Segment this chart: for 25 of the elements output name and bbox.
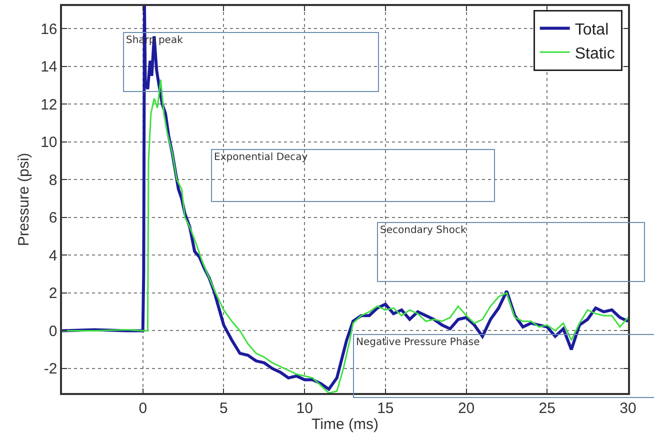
y-tick-label: 8 [48,172,58,189]
x-tick-label: 15 [377,400,394,417]
annotation: Negative Pressure Phase [356,337,480,348]
x-tick-label: 25 [538,400,556,417]
y-tick-label: 10 [40,134,58,152]
x-tick-label: 20 [458,400,475,417]
y-tick-label: 14 [40,58,58,76]
x-axis-title: Time (ms) [312,416,378,433]
legend-label: Total [574,22,609,39]
x-tick-label: 30 [620,400,636,417]
annotation: Exponential Decay [214,152,308,163]
y-tick-label: 12 [40,96,58,114]
y-tick-label: 6 [48,210,58,227]
x-tick-label: 5 [220,400,228,417]
y-tick-label: 16 [40,20,58,38]
annotation: Secondary Shock [380,225,466,236]
x-tick-label: 10 [296,400,313,417]
y-tick-label: -2 [44,360,58,378]
y-axis-title: Pressure (psi) [15,152,32,246]
x-tick-label: 0 [138,400,148,417]
y-tick-label: 4 [48,247,58,264]
y-tick-label: 0 [48,322,58,340]
y-tick-label: 2 [48,285,58,302]
line-series [62,78,628,393]
legend-label: Static [574,45,615,62]
